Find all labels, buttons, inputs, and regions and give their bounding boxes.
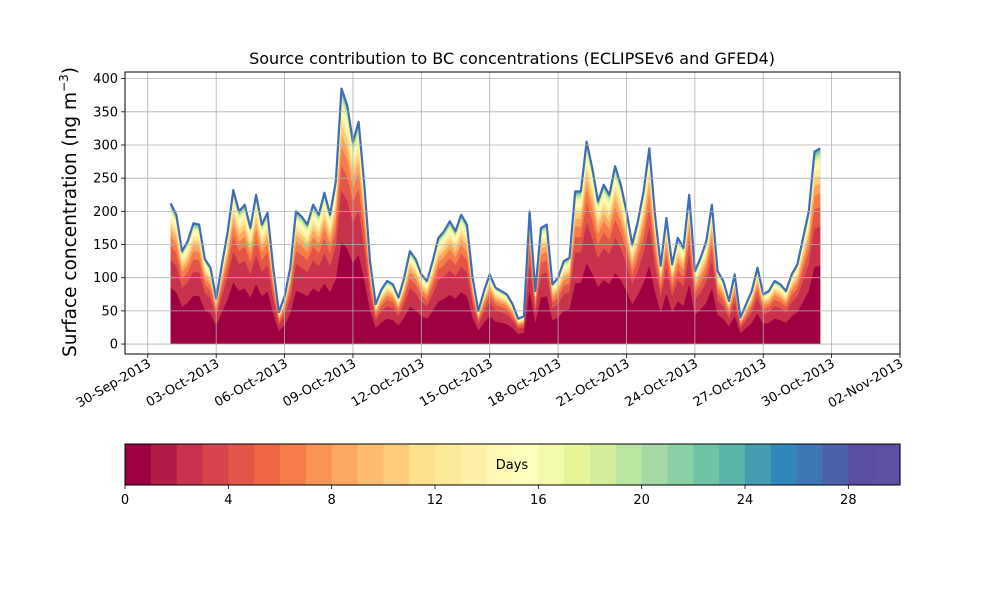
colorbar-segment: [512, 444, 539, 485]
colorbar-segment: [228, 444, 255, 485]
x-tick-label: 02-Nov-2013: [826, 356, 906, 411]
y-tick-label: 350: [93, 105, 118, 120]
y-tick-label: 200: [93, 205, 118, 220]
colorbar-segment: [383, 444, 410, 485]
stacked-areas: [169, 87, 821, 345]
colorbar-segment: [357, 444, 384, 485]
colorbar-tick-label: 4: [224, 493, 232, 508]
y-axis-label: Surface concentration (ng m−3): [57, 67, 81, 357]
y-axis-label-close: ): [60, 67, 81, 74]
colorbar-segment: [822, 444, 849, 485]
y-tick-label: 0: [110, 338, 118, 353]
colorbar-segment: [770, 444, 798, 485]
y-axis-label-sup: −3: [57, 74, 71, 92]
gridlines: [125, 72, 901, 354]
colorbar-segment: [280, 444, 307, 485]
colorbar-segment: [693, 444, 720, 485]
y-tick-label: 150: [93, 238, 118, 253]
colorbar-segment: [486, 444, 514, 485]
colorbar-tick-label: 28: [840, 493, 857, 508]
y-tick-label: 100: [93, 271, 118, 286]
colorbar-segment: [202, 444, 229, 485]
colorbar: 0 4 8 12 16 20 24 28: [121, 443, 901, 508]
colorbar-segment: [590, 444, 617, 485]
x-tick-label: 03-Oct-2013: [144, 356, 222, 410]
x-tick-label: 18-Oct-2013: [486, 356, 564, 410]
colorbar-segment: [254, 444, 281, 485]
colorbar-tick-label: 16: [530, 493, 547, 508]
colorbar-segment: [150, 444, 178, 485]
colorbar-segment: [305, 444, 333, 485]
x-tick-label: 27-Oct-2013: [691, 356, 769, 410]
chart-title: Source contribution to BC concentrations…: [249, 49, 775, 68]
plot-frame: [124, 71, 901, 355]
x-tick-label: 30-Sep-2013: [74, 356, 154, 411]
y-axis-label-main: Surface concentration (ng m: [60, 92, 81, 357]
colorbar-segment: [848, 444, 875, 485]
x-tick-label: 24-Oct-2013: [622, 356, 700, 410]
colorbar-segment: [641, 444, 669, 485]
colorbar-title: Days: [496, 458, 529, 473]
colorbar-segment: [125, 444, 152, 485]
x-tick-label: 09-Oct-2013: [281, 356, 359, 410]
colorbar-segment: [719, 444, 746, 485]
x-tick-label: 30-Oct-2013: [759, 356, 837, 410]
colorbar-tick-label: 8: [328, 493, 336, 508]
colorbar-segment: [874, 444, 901, 485]
colorbar-segment: [538, 444, 565, 485]
colorbar-segment: [564, 444, 591, 485]
plot-area: 0 50 100 150 200 250 300 350 400 30-Sep-201303-Oc…: [74, 71, 906, 411]
colorbar-tick-label: 0: [121, 493, 129, 508]
svg-text:Surface concentration (ng m−3): Surface concentration (ng m−3): [57, 67, 81, 357]
colorbar-tick-label: 24: [737, 493, 754, 508]
colorbar-segment: [667, 444, 694, 485]
contribution-band-0: [170, 241, 821, 344]
colorbar-segment: [460, 444, 488, 485]
y-tick-label: 400: [93, 72, 118, 87]
colorbar-segment: [745, 444, 772, 485]
total-concentration-line: [169, 87, 821, 320]
colorbar-frame: [124, 443, 901, 486]
x-tick-label: 12-Oct-2013: [349, 356, 427, 410]
x-tick-label: 06-Oct-2013: [212, 356, 290, 410]
y-tick-label: 250: [93, 172, 118, 187]
colorbar-segment: [409, 444, 436, 485]
colorbar-segment: [176, 444, 204, 485]
colorbar-segment: [331, 444, 359, 485]
colorbar-segment: [796, 444, 824, 485]
y-tick-label: 300: [93, 138, 118, 153]
colorbar-tick-label: 20: [633, 493, 650, 508]
x-tick-label: 21-Oct-2013: [554, 356, 632, 410]
colorbar-tick-label: 12: [427, 493, 444, 508]
colorbar-segment: [435, 444, 462, 485]
y-tick-label: 50: [101, 304, 118, 319]
colorbar-segment: [615, 444, 643, 485]
x-tick-label: 15-Oct-2013: [417, 356, 495, 410]
